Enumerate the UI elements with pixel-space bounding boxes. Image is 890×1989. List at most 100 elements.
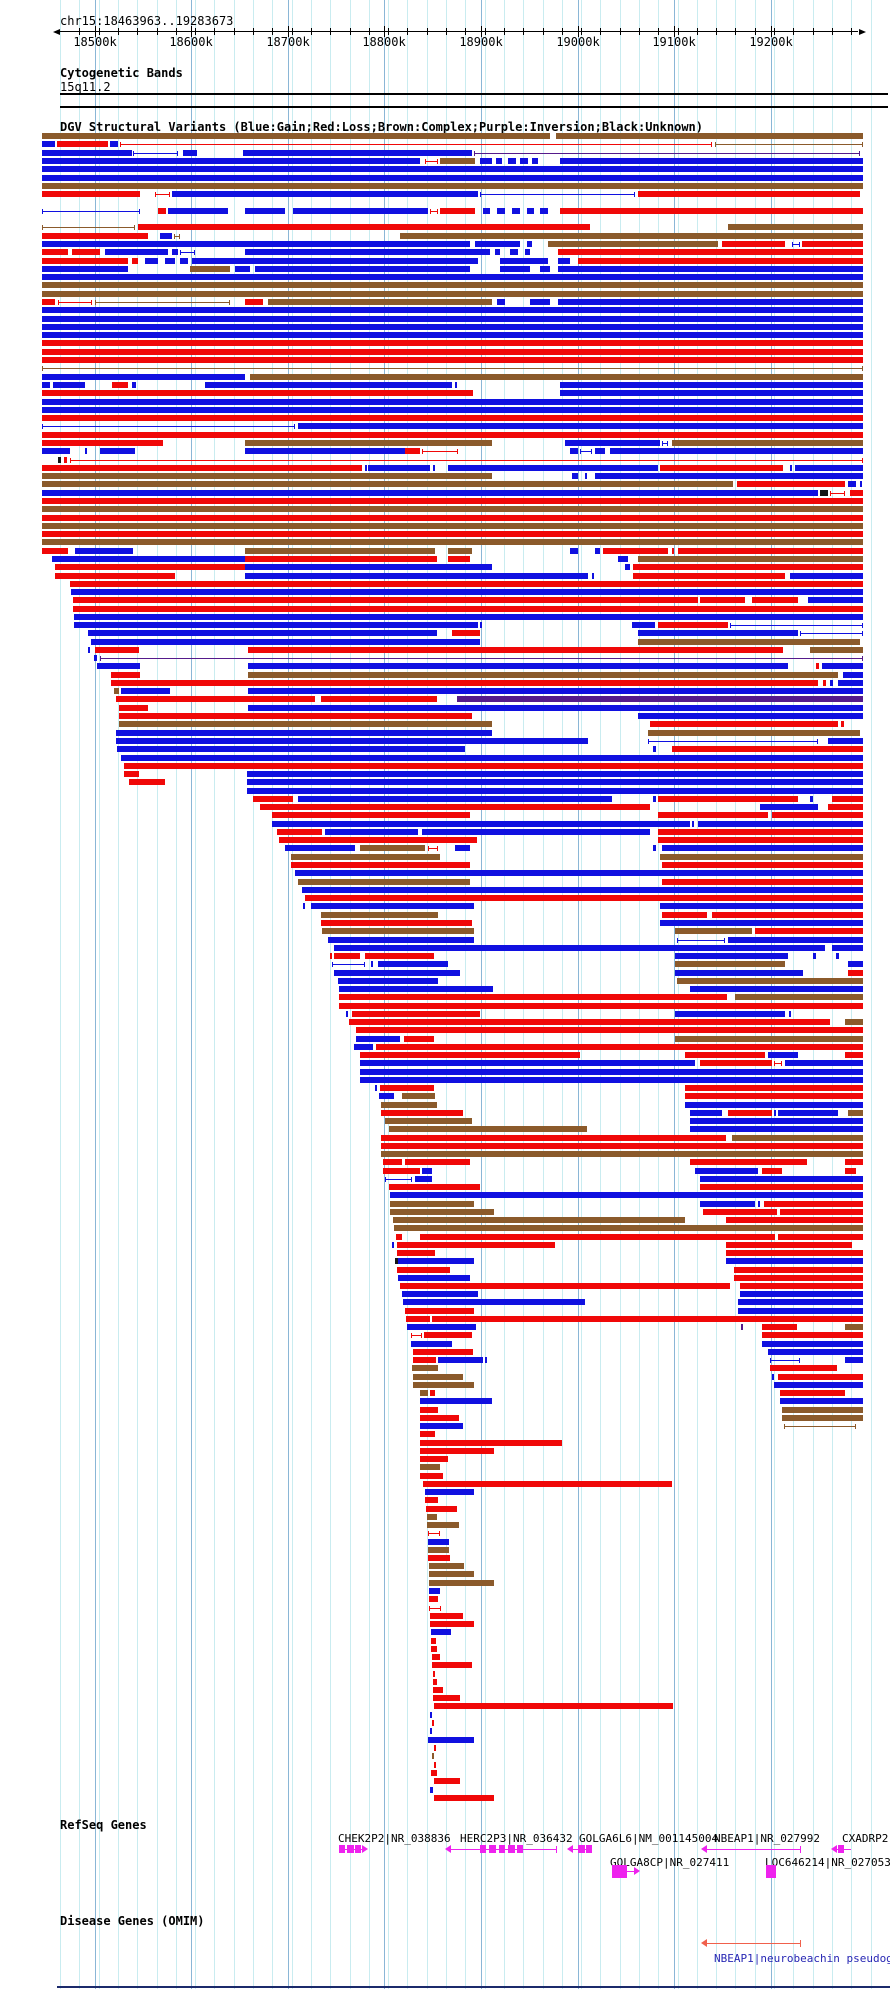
variant-row[interactable]: [0, 1027, 890, 1034]
variant-bar[interactable]: [339, 986, 493, 992]
variant-row[interactable]: [0, 1745, 890, 1752]
variant-bar[interactable]: [116, 738, 588, 744]
variant-bar[interactable]: [42, 382, 50, 388]
variant-bar[interactable]: [660, 920, 863, 926]
variant-bar[interactable]: [57, 141, 108, 147]
variant-row[interactable]: [0, 1605, 890, 1612]
variant-bar[interactable]: [168, 208, 228, 214]
variant-bar[interactable]: [429, 1580, 494, 1586]
variant-bar[interactable]: [402, 1291, 478, 1297]
variant-bar[interactable]: [433, 1695, 460, 1701]
variant-bar[interactable]: [74, 622, 478, 628]
gene-line-NBEAP1[interactable]: [707, 1849, 800, 1850]
variant-bar[interactable]: [638, 556, 863, 562]
variant-row[interactable]: [0, 1588, 890, 1595]
gene-exon-HERC2P3[interactable]: [508, 1845, 515, 1853]
variant-bar[interactable]: [475, 241, 520, 247]
variant-row[interactable]: [0, 1192, 890, 1199]
variant-bar[interactable]: [595, 448, 605, 454]
variant-bar[interactable]: [245, 573, 588, 579]
variant-bar[interactable]: [457, 696, 863, 702]
variant-bar[interactable]: [782, 1415, 863, 1421]
variant-row[interactable]: [0, 1159, 890, 1166]
variant-bar[interactable]: [71, 589, 863, 595]
variant-bar[interactable]: [285, 845, 355, 851]
variant-row[interactable]: [0, 1267, 890, 1274]
variant-bar[interactable]: [260, 804, 650, 810]
variant-row[interactable]: [0, 1762, 890, 1769]
variant-bar[interactable]: [734, 1275, 863, 1281]
variant-bar[interactable]: [762, 1341, 863, 1347]
variant-bar[interactable]: [434, 1745, 436, 1751]
variant-bar[interactable]: [42, 166, 863, 172]
variant-bar[interactable]: [75, 548, 133, 554]
variant-bar[interactable]: [510, 249, 518, 255]
variant-bar[interactable]: [420, 1464, 440, 1470]
variant-row[interactable]: [0, 1497, 890, 1504]
variant-row[interactable]: [0, 1102, 890, 1109]
gene-line-NBEAP1[interactable]: [707, 1943, 800, 1944]
variant-bar[interactable]: [42, 332, 863, 338]
variant-bar[interactable]: [429, 1571, 474, 1577]
variant-bar[interactable]: [675, 928, 752, 934]
variant-row[interactable]: [0, 1357, 890, 1364]
variant-bar[interactable]: [732, 1135, 863, 1141]
variant-bar[interactable]: [592, 573, 594, 579]
variant-row[interactable]: [0, 374, 890, 381]
variant-bar[interactable]: [430, 1728, 432, 1734]
variant-bar[interactable]: [429, 1588, 440, 1594]
variant-bar[interactable]: [132, 382, 136, 388]
variant-bar[interactable]: [390, 1201, 474, 1207]
variant-bar[interactable]: [116, 696, 315, 702]
variant-bar[interactable]: [405, 1308, 474, 1314]
variant-bar[interactable]: [406, 1316, 430, 1322]
variant-bar[interactable]: [448, 465, 658, 471]
variant-row[interactable]: [0, 1662, 890, 1669]
variant-row[interactable]: [0, 1044, 890, 1051]
variant-row[interactable]: [0, 705, 890, 712]
variant-bar[interactable]: [431, 1646, 437, 1652]
variant-row[interactable]: [0, 274, 890, 281]
variant-row[interactable]: [0, 1695, 890, 1702]
variant-bar[interactable]: [330, 953, 332, 959]
variant-bar[interactable]: [110, 141, 118, 147]
variant-bar[interactable]: [558, 258, 570, 264]
variant-bar[interactable]: [272, 812, 470, 818]
variant-row[interactable]: [0, 1093, 890, 1100]
variant-bar[interactable]: [334, 953, 360, 959]
gene-exon-CXADRP2[interactable]: [838, 1845, 844, 1853]
variant-bar[interactable]: [843, 672, 863, 678]
variant-row[interactable]: [0, 175, 890, 182]
variant-row[interactable]: [0, 249, 890, 256]
variant-bar[interactable]: [411, 1341, 452, 1347]
variant-bar[interactable]: [235, 266, 250, 272]
variant-row[interactable]: [0, 1052, 890, 1059]
variant-bar[interactable]: [360, 1060, 695, 1066]
variant-bar[interactable]: [722, 241, 785, 247]
variant-bar[interactable]: [700, 1184, 863, 1190]
variant-bar[interactable]: [42, 515, 863, 521]
variant-row[interactable]: [0, 630, 890, 637]
variant-row[interactable]: [0, 332, 890, 339]
variant-bar[interactable]: [42, 175, 863, 181]
variant-line[interactable]: [800, 633, 863, 634]
variant-line[interactable]: [662, 443, 668, 444]
variant-row[interactable]: [0, 1646, 890, 1653]
variant-row[interactable]: [0, 994, 890, 1001]
gene-exon-CHEK2P2[interactable]: [339, 1845, 345, 1853]
variant-bar[interactable]: [774, 1110, 776, 1116]
variant-row[interactable]: [0, 415, 890, 422]
variant-row[interactable]: [0, 721, 890, 728]
variant-bar[interactable]: [738, 1308, 863, 1314]
variant-bar[interactable]: [389, 1184, 480, 1190]
variant-bar[interactable]: [735, 994, 863, 1000]
variant-row[interactable]: [0, 696, 890, 703]
variant-bar[interactable]: [690, 1159, 807, 1165]
variant-bar[interactable]: [42, 548, 68, 554]
variant-bar[interactable]: [658, 796, 798, 802]
variant-bar[interactable]: [672, 440, 863, 446]
variant-bar[interactable]: [383, 1159, 402, 1165]
variant-row[interactable]: [0, 1225, 890, 1232]
variant-bar[interactable]: [662, 879, 863, 885]
variant-bar[interactable]: [633, 573, 785, 579]
